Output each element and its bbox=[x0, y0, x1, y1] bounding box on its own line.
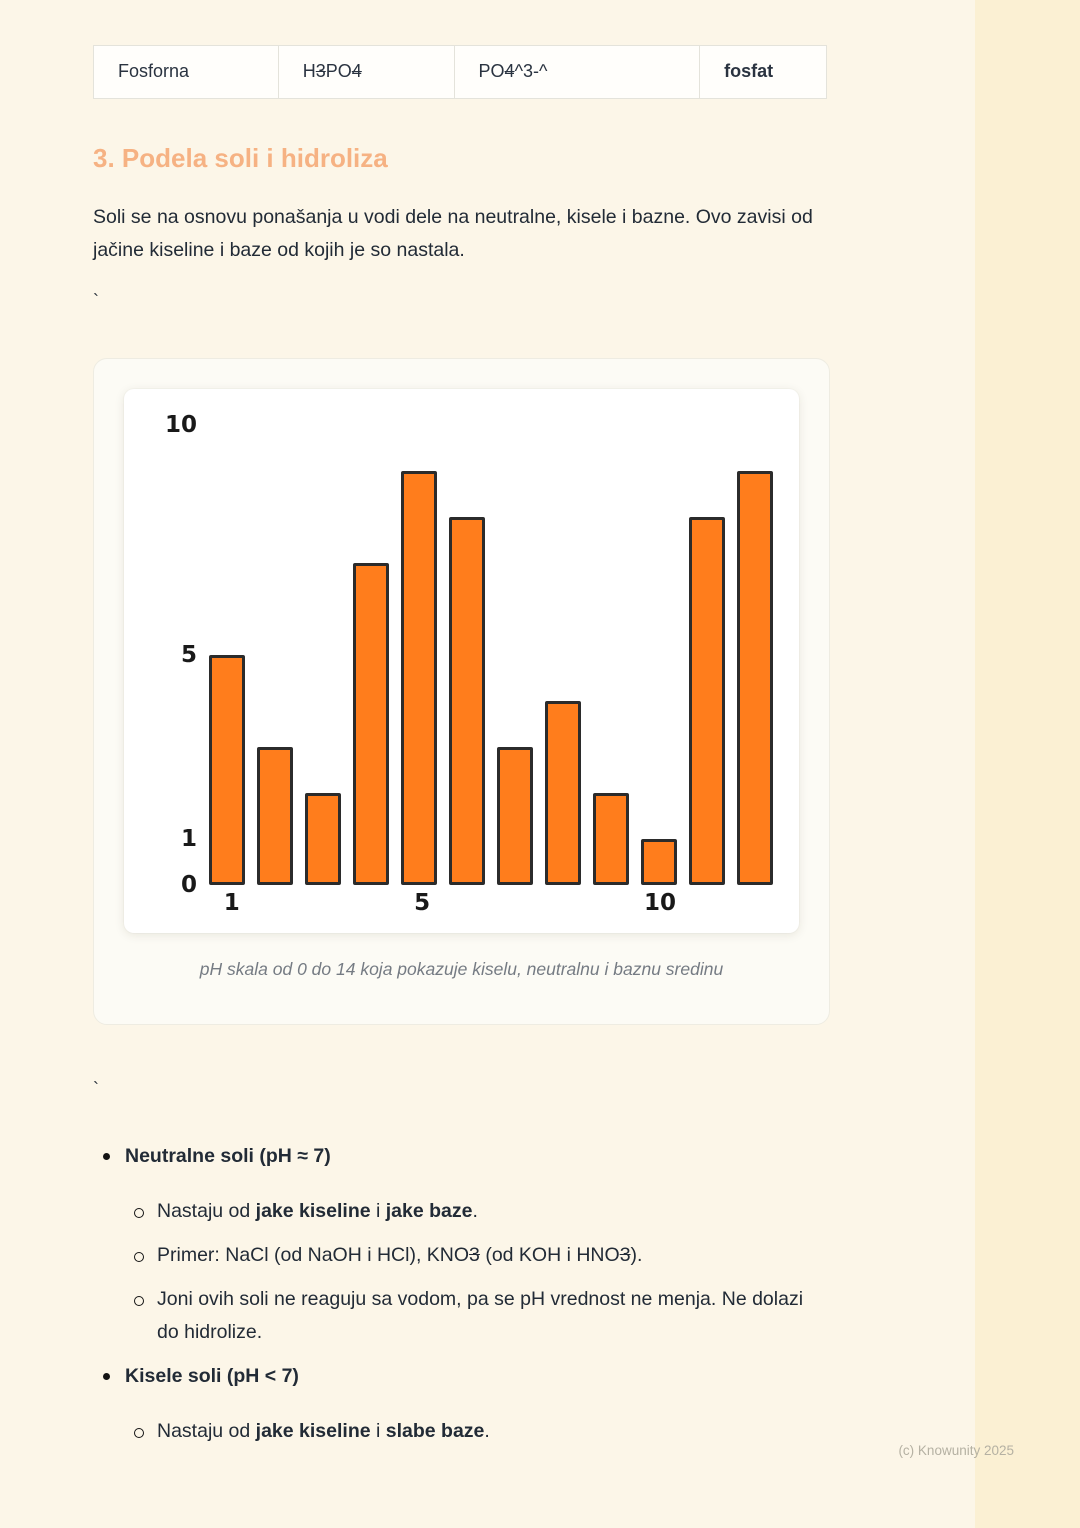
text-segment: . bbox=[484, 1420, 490, 1442]
text-segment: Primer: NaCl (od NaOH i HCl), KNO bbox=[157, 1244, 470, 1266]
list-item: Nastaju od jake kiseline i jake baze. bbox=[93, 1195, 830, 1228]
bar bbox=[401, 471, 437, 885]
text-segment: jake kiseline bbox=[255, 1200, 371, 1222]
x-tick-label bbox=[499, 889, 535, 917]
text-segment: jake baze bbox=[385, 1200, 473, 1222]
text-segment: i bbox=[370, 1420, 386, 1442]
x-tick-label bbox=[452, 889, 488, 917]
x-tick-label bbox=[262, 889, 298, 917]
list-item: Joni ovih soli ne reaguju sa vodom, pa s… bbox=[93, 1283, 830, 1349]
chart-card: 10 5 1 0 1 5 10 pH skala od 0 do 14 koja poka… bbox=[93, 358, 830, 1025]
chart-plot-panel: 10 5 1 0 1 5 10 bbox=[124, 389, 799, 933]
bar bbox=[257, 747, 293, 885]
bar bbox=[353, 563, 389, 885]
text-segment: (od KOH i HNO bbox=[479, 1244, 620, 1266]
x-tick-label bbox=[737, 889, 773, 917]
table-cell-salt-name: fosfat bbox=[699, 45, 827, 99]
page-margin-band bbox=[975, 0, 1080, 1528]
text-segment: Neutralne soli (pH ≈ 7) bbox=[125, 1145, 331, 1167]
salt-types-list: Neutralne soli (pH ≈ 7) Nastaju od jake k… bbox=[93, 1140, 830, 1448]
x-tick-label: 5 bbox=[414, 890, 431, 916]
text-segment: jake kiseline bbox=[255, 1420, 371, 1442]
text-segment: ^3-^ bbox=[514, 61, 548, 81]
stray-backtick-top: ` bbox=[93, 291, 99, 311]
chart-plot: 10 5 1 0 bbox=[150, 412, 773, 898]
text-segment: 3 bbox=[469, 1244, 480, 1266]
salts-table: Fosforna H3PO4 PO4^3-^ fosfat bbox=[93, 45, 827, 99]
text-segment: Fosforna bbox=[118, 61, 190, 81]
bar bbox=[545, 701, 581, 885]
bars-area bbox=[209, 413, 773, 885]
text-segment: Joni ovih soli ne reaguju sa vodom, pa s… bbox=[157, 1288, 804, 1343]
x-axis: 1 5 10 bbox=[214, 889, 773, 917]
table-cell-acid-formula: H3PO4 bbox=[277, 45, 455, 99]
copyright: (c) Knowunity 2025 bbox=[898, 1443, 1014, 1458]
x-tick-label bbox=[690, 889, 726, 917]
text-segment: ). bbox=[630, 1244, 643, 1266]
bar bbox=[737, 471, 773, 885]
text-segment: Kisele soli (pH < 7) bbox=[125, 1365, 299, 1387]
bar bbox=[449, 517, 485, 885]
x-tick-label bbox=[595, 889, 631, 917]
x-tick-label bbox=[309, 889, 345, 917]
bar bbox=[209, 655, 245, 885]
intro-paragraph: Soli se na osnovu ponašanja u vodi dele … bbox=[93, 206, 813, 261]
text-segment: 3 bbox=[315, 61, 326, 81]
bar bbox=[689, 517, 725, 885]
text-segment: 3 bbox=[619, 1244, 631, 1266]
table-cell-acid-name: Fosforna bbox=[93, 45, 279, 99]
bar bbox=[641, 839, 677, 885]
text-segment: Nastaju od bbox=[157, 1420, 256, 1442]
text-segment: 4 bbox=[351, 61, 362, 81]
x-tick-label: 10 bbox=[643, 890, 676, 916]
list-item: Neutralne soli (pH ≈ 7) bbox=[93, 1140, 830, 1173]
text-segment: fosfat bbox=[724, 61, 774, 81]
stray-backtick-bottom: ` bbox=[93, 1079, 99, 1099]
x-tick-label: 1 bbox=[223, 890, 240, 916]
section-heading: 3. Podela soli i hidroliza bbox=[93, 143, 388, 173]
y-tick-label: 1 bbox=[180, 826, 197, 852]
table-cell-anion: PO4^3-^ bbox=[453, 45, 701, 99]
text-segment: PO bbox=[478, 61, 505, 81]
list-item: Kisele soli (pH < 7) bbox=[93, 1360, 830, 1393]
table-row: Fosforna H3PO4 PO4^3-^ fosfat bbox=[93, 45, 827, 99]
bar bbox=[593, 793, 629, 885]
list-item: Nastaju od jake kiseline i slabe baze. bbox=[93, 1415, 830, 1448]
text-segment: i bbox=[370, 1200, 386, 1222]
x-tick-label bbox=[357, 889, 393, 917]
x-tick-label bbox=[547, 889, 583, 917]
bar bbox=[497, 747, 533, 885]
content-column: Fosforna H3PO4 PO4^3-^ fosfat 3. Podela … bbox=[93, 0, 830, 1448]
text-segment: slabe baze bbox=[385, 1420, 485, 1442]
y-tick-label: 10 bbox=[164, 412, 197, 438]
text-segment: . bbox=[472, 1200, 478, 1222]
text-segment: PO bbox=[325, 61, 352, 81]
y-tick-label: 5 bbox=[180, 642, 197, 668]
text-segment: 4 bbox=[504, 61, 515, 81]
y-axis: 10 5 1 0 bbox=[150, 412, 203, 898]
chart-caption: pH skala od 0 do 14 koja pokazuje kiselu… bbox=[199, 959, 724, 979]
text-segment: H bbox=[302, 61, 316, 81]
y-tick-label: 0 bbox=[180, 872, 197, 898]
list-item: Primer: NaCl (od NaOH i HCl), KNO3 (od K… bbox=[93, 1239, 830, 1272]
bar bbox=[305, 793, 341, 885]
text-segment: Nastaju od bbox=[157, 1200, 256, 1222]
